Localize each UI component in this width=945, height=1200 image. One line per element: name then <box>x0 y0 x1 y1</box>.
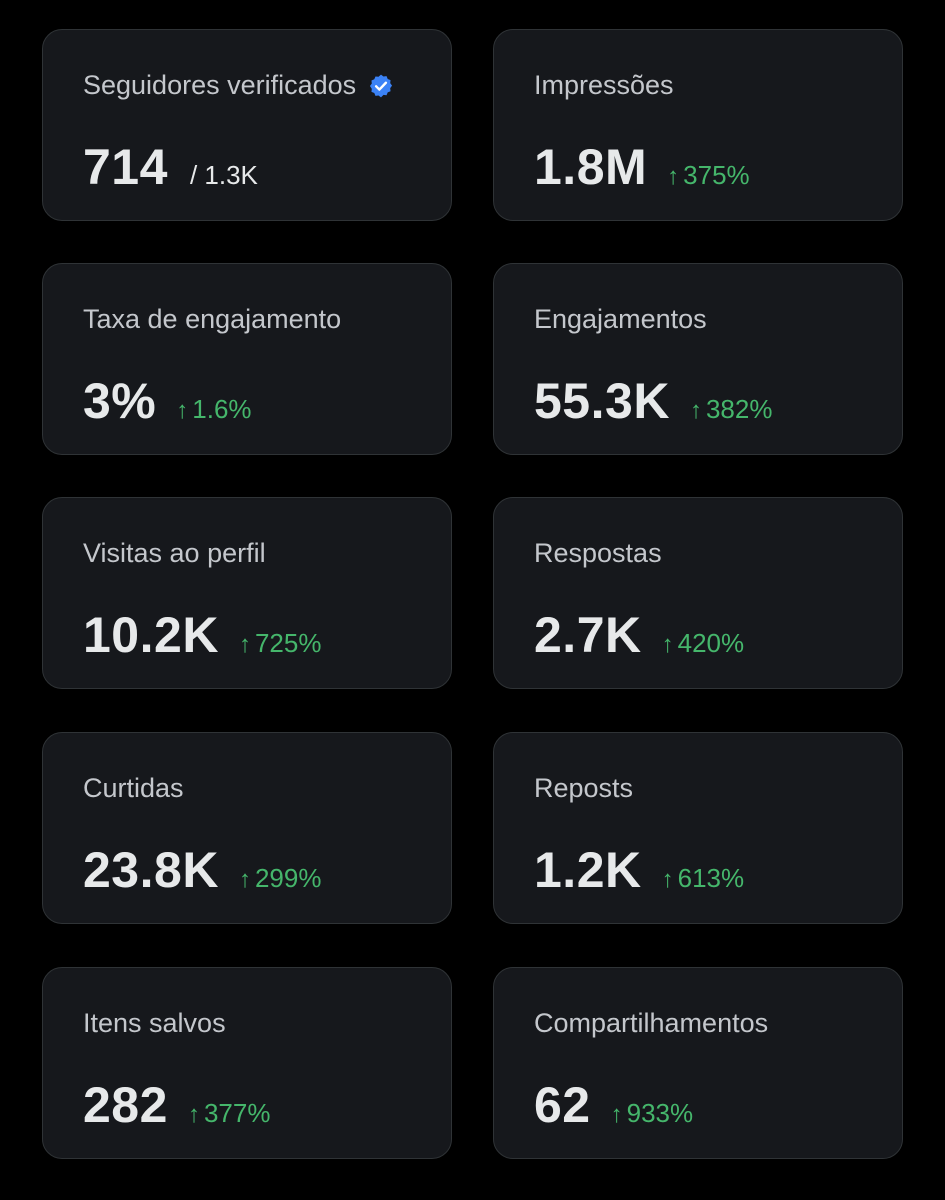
arrow-up-icon: ↑ <box>667 163 680 190</box>
metric-change-value: 420% <box>677 628 745 658</box>
metric-value-row: 55.3K ↑ 382% <box>534 372 772 430</box>
metric-value-row: 282 ↑ 377% <box>83 1076 270 1134</box>
metric-total: / 1.3K <box>189 160 258 190</box>
metric-value-row: 62 ↑ 933% <box>534 1076 693 1134</box>
metric-value: 23.8K <box>83 842 219 898</box>
metric-change: ↑ 382% <box>690 394 773 425</box>
arrow-up-icon: ↑ <box>661 631 674 658</box>
verified-badge-icon <box>368 73 394 99</box>
metric-value: 55.3K <box>534 373 670 429</box>
metric-change-value: 375% <box>683 160 750 190</box>
metric-change-value: 382% <box>705 394 773 424</box>
metric-card-reposts[interactable]: Reposts 1.2K ↑ 613% <box>493 732 903 924</box>
metric-value: 714 <box>83 139 168 195</box>
metric-change-value: 299% <box>254 863 322 893</box>
arrow-up-icon: ↑ <box>176 397 189 424</box>
metric-change-value: 613% <box>677 863 745 893</box>
metric-card-saved-items[interactable]: Itens salvos 282 ↑ 377% <box>42 967 452 1159</box>
metric-label: Respostas <box>534 538 662 568</box>
metric-value-row: 10.2K ↑ 725% <box>83 606 321 664</box>
metric-change: ↑ 613% <box>662 863 745 894</box>
metric-change: ↑ 1.6% <box>176 394 251 425</box>
metric-change-value: 1.6% <box>192 394 252 424</box>
metric-card-likes[interactable]: Curtidas 23.8K ↑ 299% <box>42 732 452 924</box>
metric-value: 1.8M <box>534 139 648 195</box>
metric-value-row: 23.8K ↑ 299% <box>83 841 321 899</box>
metric-label: Reposts <box>534 773 634 803</box>
metric-change-value: 725% <box>254 628 322 658</box>
metric-label: Visitas ao perfil <box>83 538 266 568</box>
metric-value-row: 3% ↑ 1.6% <box>83 372 252 430</box>
metric-value: 62 <box>534 1077 591 1133</box>
metric-label: Itens salvos <box>83 1008 226 1038</box>
metric-card-engagements[interactable]: Engajamentos 55.3K ↑ 382% <box>493 263 903 455</box>
metric-label: Taxa de engajamento <box>83 304 342 334</box>
metric-value: 10.2K <box>83 607 219 663</box>
arrow-up-icon: ↑ <box>661 866 674 893</box>
metric-value-row: 714 / 1.3K <box>83 138 258 196</box>
metric-card-engagement-rate[interactable]: Taxa de engajamento 3% ↑ 1.6% <box>42 263 452 455</box>
metric-card-verified-followers[interactable]: Seguidores verificados 714 / 1.3K <box>42 29 452 221</box>
metric-label: Compartilhamentos <box>534 1008 769 1038</box>
metric-value: 1.2K <box>534 842 642 898</box>
arrow-up-icon: ↑ <box>238 866 251 893</box>
metric-value: 3% <box>83 373 157 429</box>
metric-change-value: 377% <box>203 1098 271 1128</box>
arrow-up-icon: ↑ <box>187 1101 200 1128</box>
metric-label-text: Seguidores verificados <box>83 70 357 100</box>
arrow-up-icon: ↑ <box>610 1101 623 1128</box>
metric-value-row: 2.7K ↑ 420% <box>534 606 744 664</box>
metric-label: Curtidas <box>83 773 184 803</box>
metric-change: ↑ 377% <box>188 1098 271 1129</box>
metric-card-replies[interactable]: Respostas 2.7K ↑ 420% <box>493 497 903 689</box>
metric-card-shares[interactable]: Compartilhamentos 62 ↑ 933% <box>493 967 903 1159</box>
metric-change: ↑ 933% <box>611 1098 694 1129</box>
metric-card-impressions[interactable]: Impressões 1.8M ↑ 375% <box>493 29 903 221</box>
metric-change: ↑ 725% <box>239 628 322 659</box>
metric-value: 282 <box>83 1077 168 1133</box>
metric-value-row: 1.2K ↑ 613% <box>534 841 744 899</box>
metric-value: 2.7K <box>534 607 642 663</box>
metric-label: Engajamentos <box>534 304 707 334</box>
metric-change: ↑ 299% <box>239 863 322 894</box>
metric-card-profile-visits[interactable]: Visitas ao perfil 10.2K ↑ 725% <box>42 497 452 689</box>
metric-change-value: 933% <box>626 1098 694 1128</box>
metric-change: ↑ 375% <box>667 160 750 191</box>
arrow-up-icon: ↑ <box>238 631 251 658</box>
metric-label: Impressões <box>534 70 674 100</box>
metric-change: ↑ 420% <box>662 628 745 659</box>
metric-label: Seguidores verificados <box>83 70 394 101</box>
arrow-up-icon: ↑ <box>689 397 702 424</box>
metric-value-row: 1.8M ↑ 375% <box>534 138 750 196</box>
